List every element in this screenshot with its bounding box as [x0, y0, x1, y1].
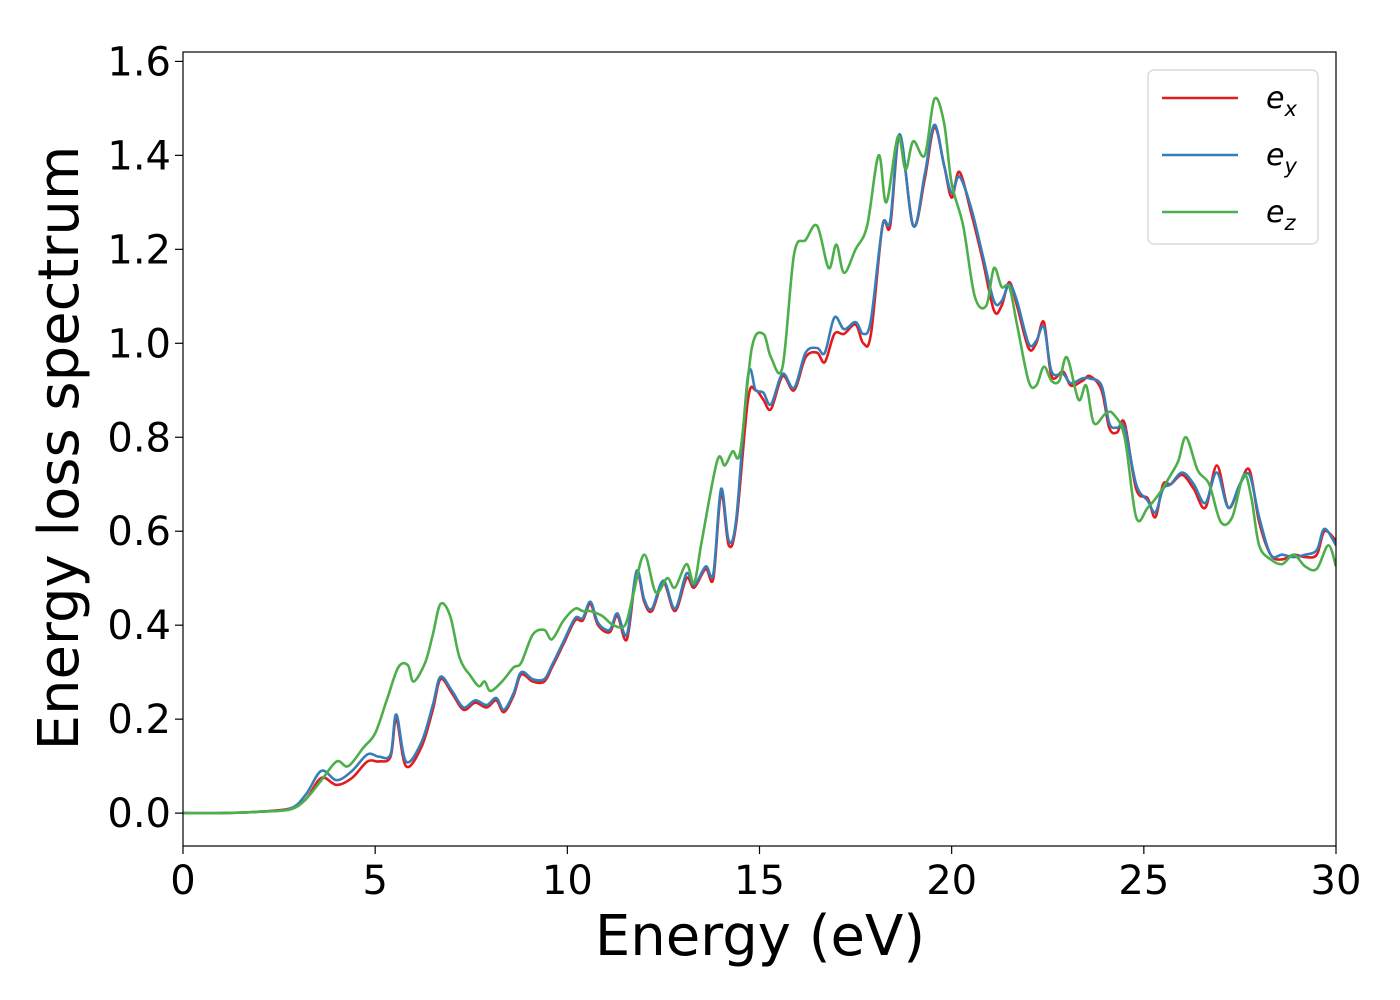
x-axis-title: Energy (eV): [595, 904, 925, 969]
y-tick-label: 1.6: [107, 39, 171, 85]
x-tick-label: 5: [362, 858, 387, 904]
x-tick-label: 25: [1118, 858, 1169, 904]
x-tick-label: 15: [734, 858, 785, 904]
y-tick-label: 1.2: [107, 227, 171, 273]
plot-area: [183, 96, 1336, 815]
legend-box: [1147, 69, 1319, 245]
y-tick-label: 0.0: [107, 791, 171, 837]
legend-label-y: ey: [1266, 138, 1297, 178]
legend-label-x: ex: [1266, 81, 1297, 121]
y-tick-label: 0.8: [107, 415, 171, 461]
series-line-z: [183, 96, 1336, 815]
y-tick-label: 0.6: [107, 509, 171, 555]
y-tick-label: 1.0: [107, 321, 171, 367]
x-tick-label: 20: [926, 858, 977, 904]
y-tick-label: 0.4: [107, 603, 171, 649]
x-tick-label: 30: [1311, 858, 1362, 904]
legend: ex ey ez: [1147, 69, 1319, 245]
series-line-y: [183, 123, 1336, 815]
y-axis-title: Energy loss spectrum: [27, 146, 92, 751]
axes: 0 5 10 15 20 25 30 0.0 0.2 0.4 0.6 0.8 1.0 1.2 1.4 1.6: [107, 39, 1361, 904]
legend-label-z: ez: [1266, 195, 1296, 235]
y-tick-label: 0.2: [107, 697, 171, 743]
x-tick-label: 10: [542, 858, 593, 904]
y-tick-label: 1.4: [107, 133, 171, 179]
x-tick-label: 0: [170, 858, 195, 904]
series-line-x: [183, 125, 1336, 815]
